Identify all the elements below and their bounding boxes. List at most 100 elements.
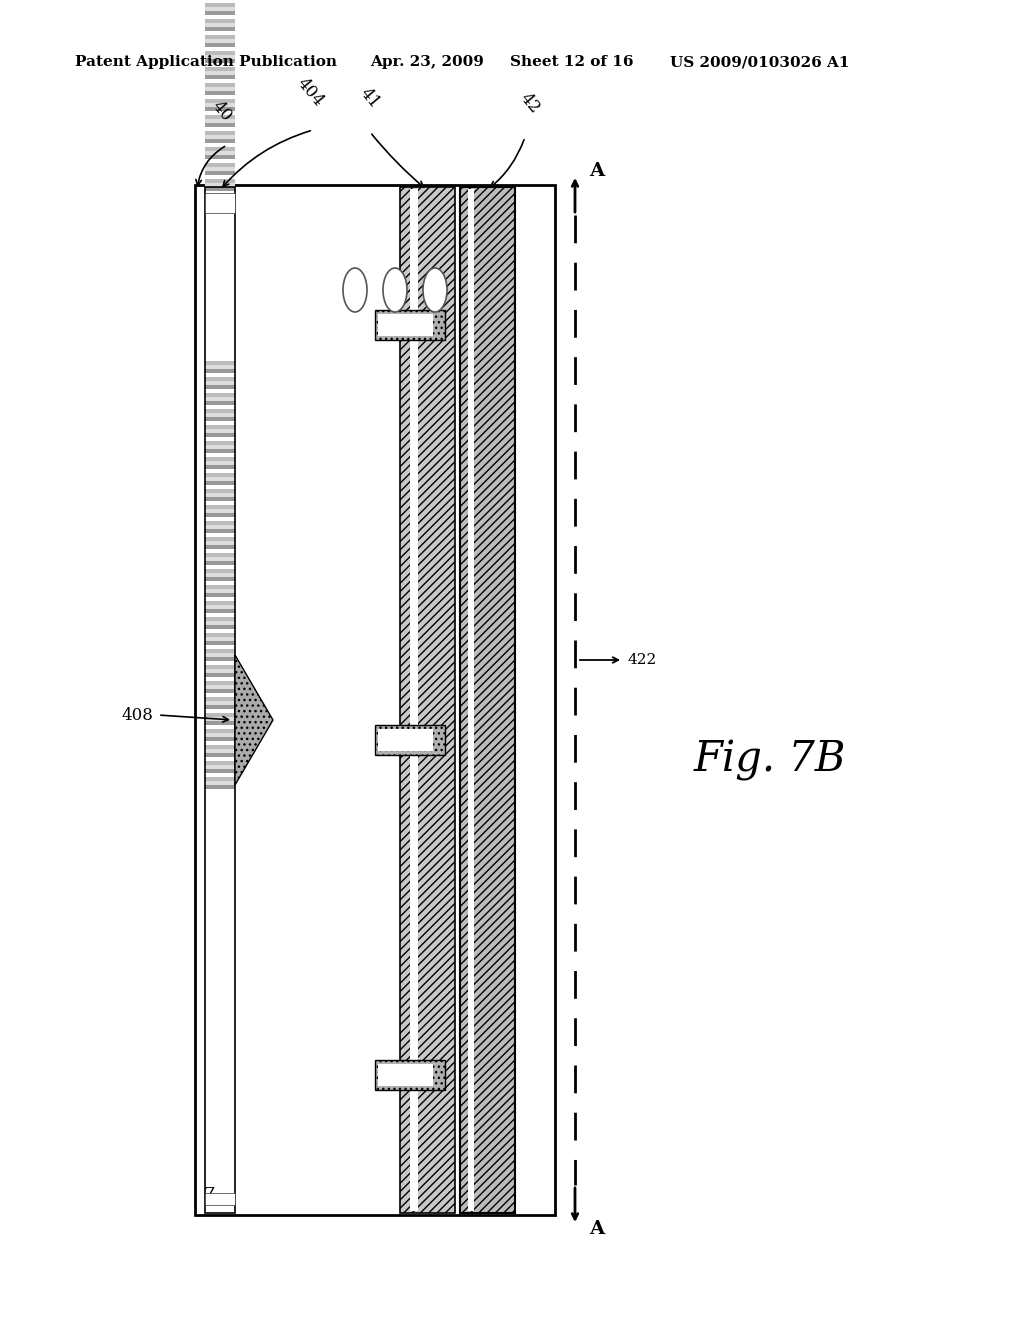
Bar (205, 756, 234, 762)
Bar (205, 624, 234, 630)
Bar (205, 162, 234, 168)
Bar (205, 525, 234, 529)
Bar (205, 374, 234, 378)
Text: 42: 42 (517, 90, 544, 117)
Bar (205, 441, 234, 445)
Bar (205, 601, 234, 605)
Bar (205, 725, 234, 729)
Bar (205, 378, 234, 381)
Bar (205, 615, 234, 619)
Bar (205, 193, 234, 213)
Ellipse shape (383, 268, 407, 312)
Bar (400, 187, 455, 1213)
Bar (205, 634, 234, 638)
Bar (205, 147, 234, 150)
Bar (205, 527, 234, 531)
Bar (205, 603, 234, 607)
Bar (205, 564, 234, 568)
Bar (205, 15, 234, 18)
Bar (205, 591, 234, 595)
Bar (205, 645, 234, 649)
Bar (205, 187, 234, 191)
Bar (205, 762, 234, 766)
Bar (205, 689, 234, 693)
Bar (205, 18, 234, 22)
Bar (205, 729, 234, 733)
Bar (205, 612, 234, 616)
Polygon shape (234, 655, 273, 785)
Bar (205, 741, 234, 744)
Bar (205, 609, 234, 612)
Bar (205, 99, 234, 103)
Bar (468, 189, 474, 1210)
Bar (205, 642, 234, 645)
Bar (205, 561, 234, 565)
Bar (205, 366, 234, 370)
Bar (205, 697, 234, 701)
Bar (205, 705, 234, 709)
Text: 7: 7 (203, 1187, 214, 1205)
Bar (205, 506, 234, 510)
Bar (205, 657, 234, 661)
Bar (205, 445, 234, 449)
Bar (205, 631, 234, 635)
Bar (205, 535, 234, 539)
Bar (205, 554, 234, 558)
Bar (205, 492, 234, 498)
Bar (205, 541, 234, 545)
Bar (205, 693, 234, 697)
Bar (205, 752, 234, 756)
Text: Patent Application Publication: Patent Application Publication (75, 55, 337, 69)
Bar (205, 473, 234, 477)
Bar (205, 701, 234, 705)
Bar (205, 453, 234, 457)
Bar (205, 401, 234, 405)
Bar (205, 558, 234, 564)
Bar (205, 95, 234, 99)
Bar (205, 557, 234, 561)
Bar (205, 91, 234, 95)
Bar (205, 465, 234, 469)
Bar (205, 572, 234, 576)
Bar (205, 409, 234, 413)
Ellipse shape (423, 268, 447, 312)
Bar (205, 176, 234, 180)
Bar (205, 437, 234, 441)
Bar (205, 677, 234, 681)
Text: Fig. 7B: Fig. 7B (693, 739, 846, 781)
Bar (205, 107, 234, 111)
Bar (205, 461, 234, 465)
Text: 408: 408 (121, 706, 153, 723)
Bar (205, 623, 234, 627)
Text: A: A (589, 162, 604, 180)
Bar (460, 187, 515, 1213)
Bar (205, 513, 234, 517)
Bar (205, 413, 234, 417)
Bar (205, 385, 234, 389)
Bar (205, 653, 234, 657)
Bar (410, 189, 418, 1210)
Bar (205, 777, 234, 781)
Bar (205, 1193, 234, 1205)
Bar (205, 593, 234, 597)
Bar (205, 469, 234, 473)
Bar (205, 579, 234, 583)
Bar (205, 26, 234, 30)
Bar (205, 529, 234, 533)
Bar (205, 585, 234, 589)
Bar (205, 661, 234, 665)
Bar (205, 187, 234, 1213)
Bar (205, 360, 234, 366)
Bar (205, 183, 234, 187)
Bar (205, 30, 234, 36)
Bar (205, 59, 234, 63)
Bar (205, 143, 234, 147)
Bar (205, 721, 234, 725)
Bar (205, 785, 234, 789)
Bar (205, 583, 234, 587)
Text: US 2009/0103026 A1: US 2009/0103026 A1 (670, 55, 850, 69)
Bar (205, 619, 234, 623)
Bar (205, 123, 234, 127)
Bar (195, 185, 555, 1214)
Bar (205, 643, 234, 647)
